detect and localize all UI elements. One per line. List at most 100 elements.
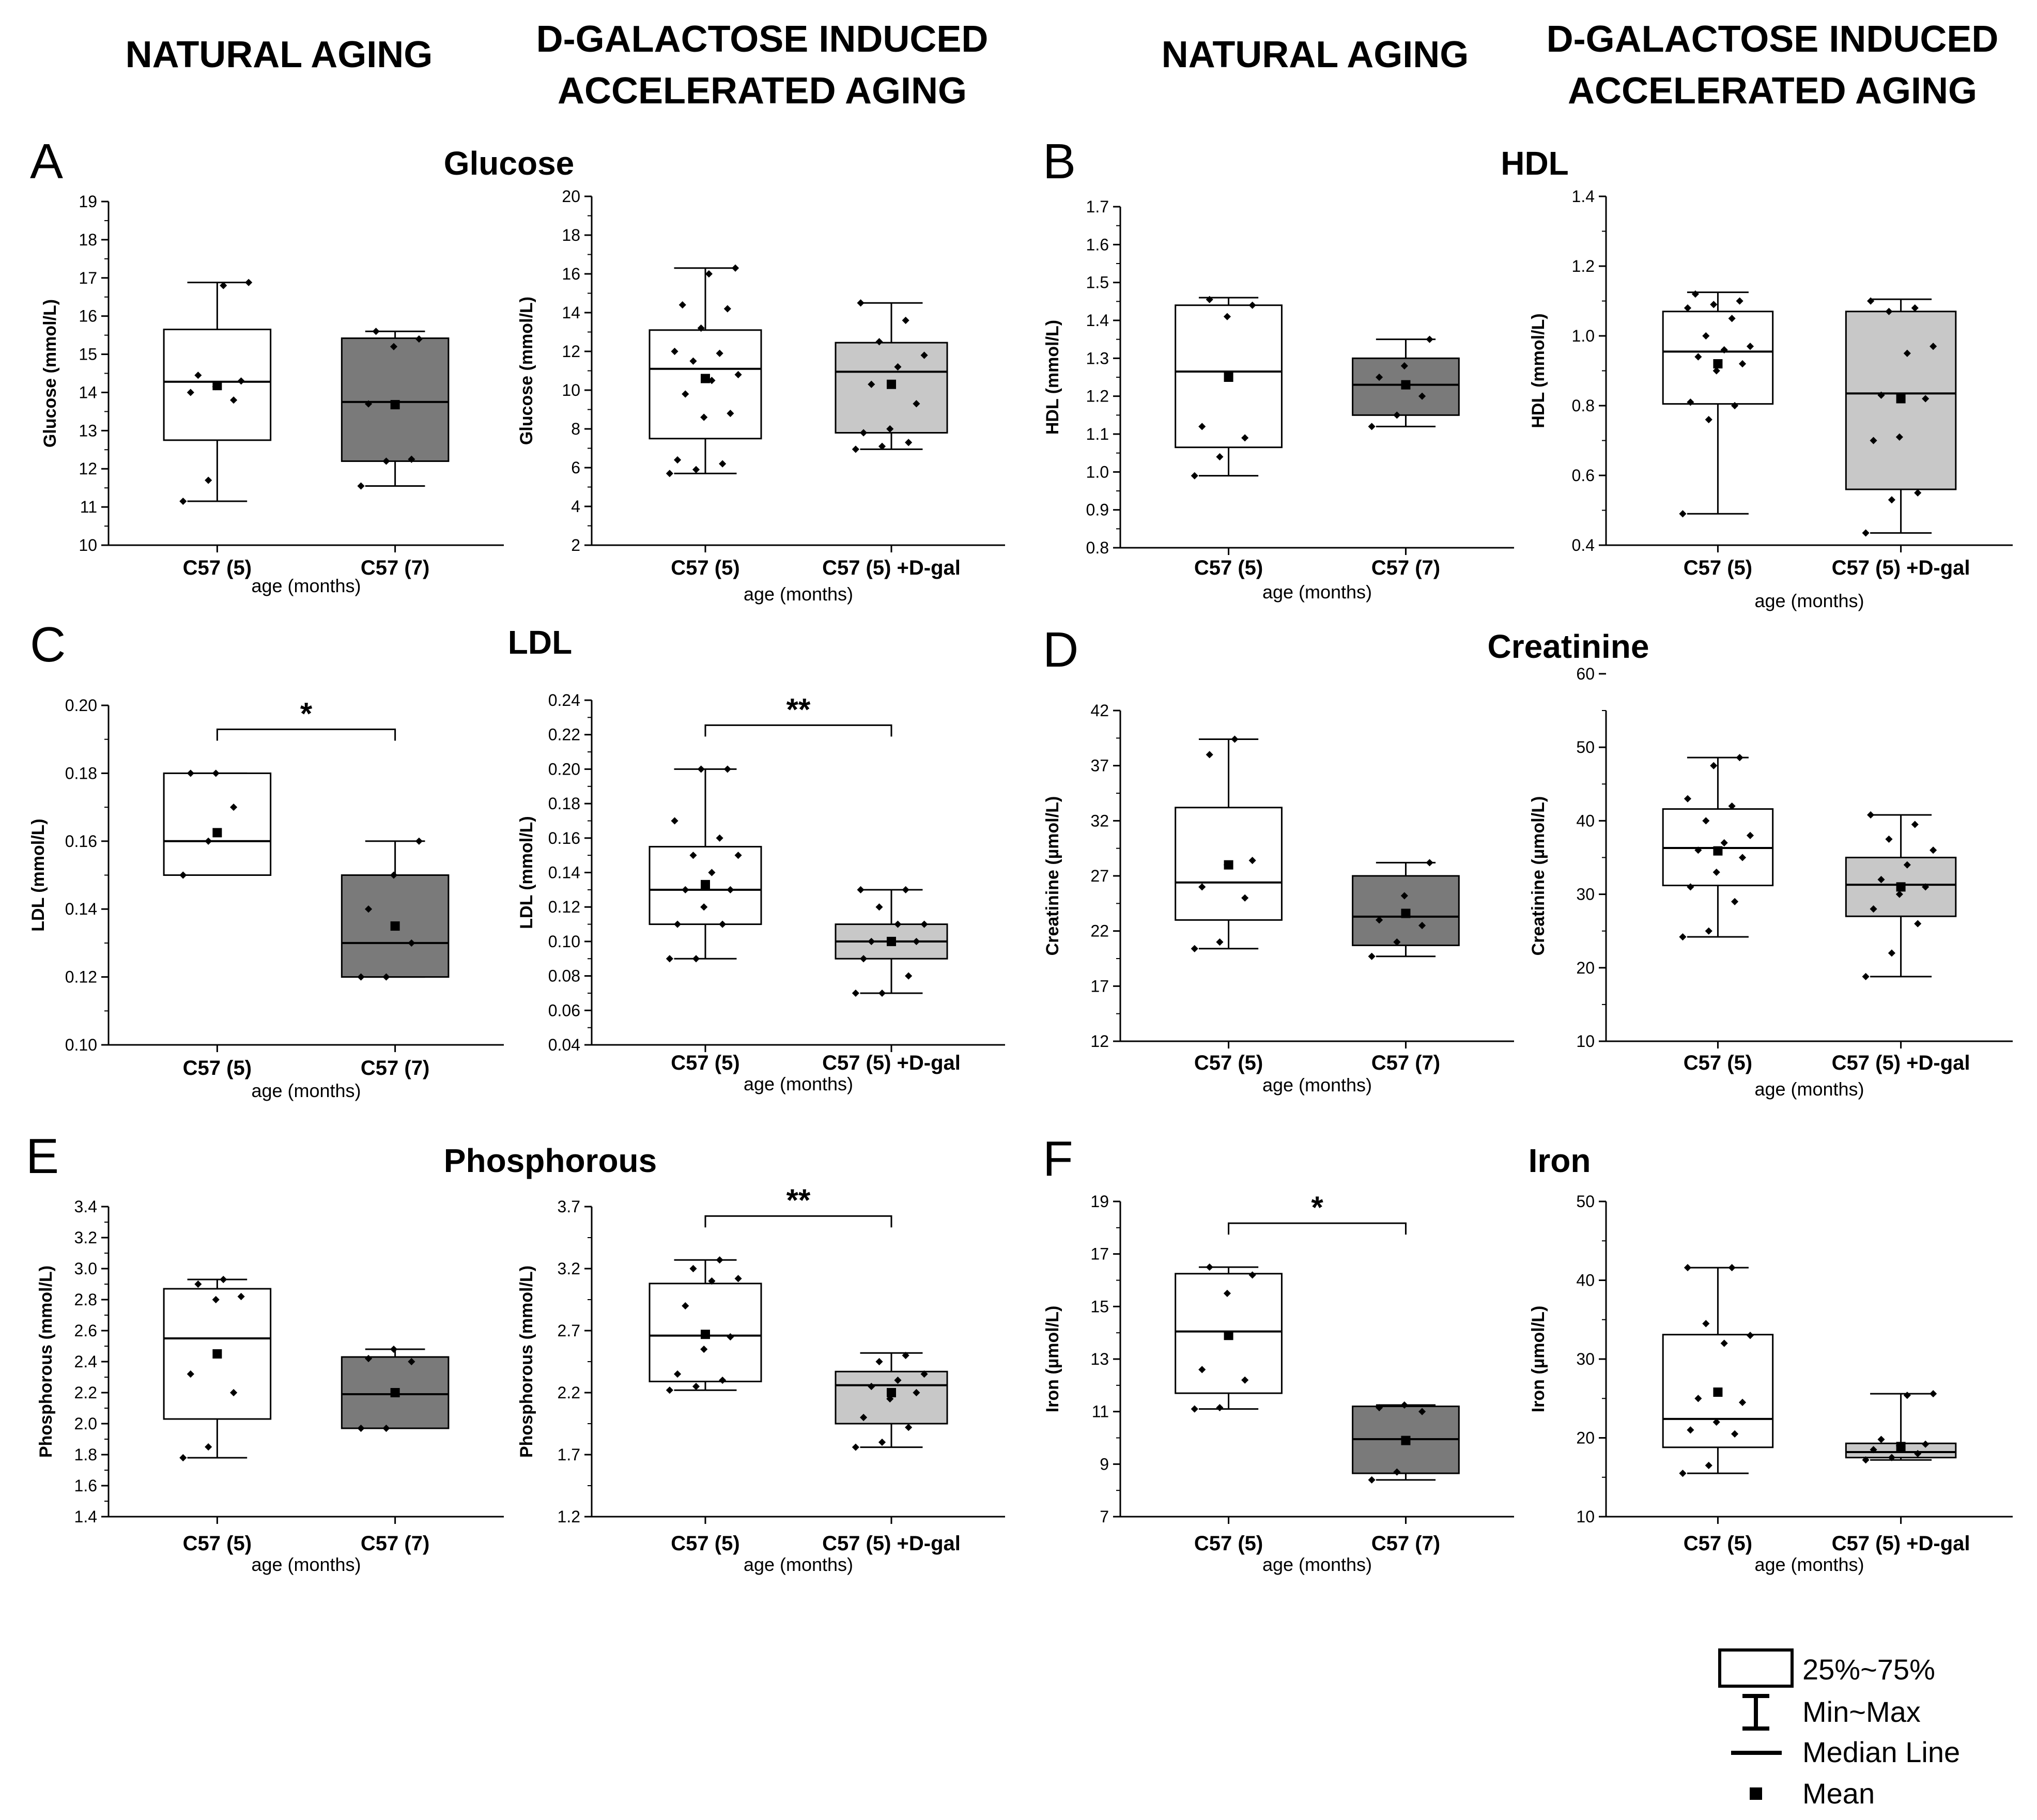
data-point bbox=[1930, 1390, 1937, 1398]
x-category-label: C57 (5) bbox=[1684, 1532, 1752, 1555]
data-point bbox=[727, 409, 734, 418]
mean-marker bbox=[1896, 1442, 1906, 1452]
y-tick-label: 1.0 bbox=[1572, 327, 1595, 345]
data-point bbox=[674, 456, 682, 464]
data-point bbox=[1702, 1320, 1710, 1328]
y-tick-label: 0.08 bbox=[548, 967, 580, 985]
y-tick-label: 0.8 bbox=[1086, 538, 1109, 557]
box-treatment bbox=[1845, 811, 1957, 980]
data-point bbox=[1191, 945, 1198, 952]
data-point bbox=[205, 837, 212, 845]
y-tick-label: 20 bbox=[562, 187, 580, 206]
x-category-label: C57 (5) +D-gal bbox=[1832, 1052, 1970, 1074]
x-category-label: C57 (5) +D-gal bbox=[1832, 557, 1970, 579]
y-tick-label: 2.0 bbox=[74, 1414, 97, 1433]
x-category-label: C57 (5) bbox=[183, 1532, 252, 1555]
data-point bbox=[372, 328, 380, 335]
legend-whisker-swatch bbox=[1742, 1694, 1769, 1731]
y-tick-label: 10 bbox=[1576, 1507, 1595, 1526]
x-category-label: C57 (5) bbox=[1194, 557, 1263, 579]
x-category-label: C57 (7) bbox=[361, 1532, 429, 1555]
data-point bbox=[920, 920, 928, 928]
mean-marker bbox=[887, 1388, 896, 1397]
y-tick-label: 1.2 bbox=[558, 1507, 580, 1526]
y-tick-label: 0.06 bbox=[548, 1001, 580, 1020]
data-point bbox=[1903, 1392, 1911, 1399]
y-axis-label: Iron (µmol/L) bbox=[1043, 1306, 1062, 1413]
x-axis-label: age (months) bbox=[251, 1080, 361, 1101]
y-tick-label: 2.8 bbox=[74, 1290, 97, 1309]
data-point bbox=[390, 343, 398, 350]
data-point bbox=[390, 871, 398, 879]
data-point bbox=[408, 455, 415, 463]
y-tick-label: 1.1 bbox=[1086, 425, 1109, 443]
box-treatment bbox=[341, 328, 450, 490]
data-point bbox=[716, 349, 723, 357]
box-control bbox=[1175, 1263, 1283, 1413]
y-tick-label: 0.20 bbox=[548, 760, 580, 778]
y-tick-label: 3.2 bbox=[74, 1228, 97, 1247]
box-treatment bbox=[1352, 335, 1460, 430]
data-point bbox=[678, 301, 686, 309]
y-tick-label: 3.2 bbox=[558, 1259, 580, 1278]
data-point bbox=[905, 972, 913, 980]
mean-marker bbox=[1401, 380, 1411, 390]
x-category-label: C57 (5) +D-gal bbox=[822, 1532, 961, 1555]
data-point bbox=[1888, 949, 1895, 957]
y-tick-label: 0.04 bbox=[548, 1036, 580, 1054]
data-point bbox=[689, 357, 697, 365]
mean-marker bbox=[212, 1349, 222, 1359]
data-point bbox=[913, 937, 920, 945]
data-point bbox=[245, 279, 253, 286]
data-point bbox=[692, 1382, 700, 1391]
data-point bbox=[1710, 762, 1718, 769]
data-point bbox=[875, 1358, 883, 1366]
x-axis-label: age (months) bbox=[1754, 1554, 1864, 1575]
data-point bbox=[1206, 1263, 1213, 1271]
data-point bbox=[1911, 821, 1919, 828]
iqr-box bbox=[341, 337, 450, 462]
y-tick-label: 0.22 bbox=[548, 726, 580, 744]
data-point bbox=[1368, 1476, 1376, 1484]
y-tick-label: 37 bbox=[1090, 757, 1109, 775]
data-point bbox=[723, 765, 731, 773]
data-point bbox=[902, 316, 909, 325]
box-treatment bbox=[1352, 859, 1460, 960]
x-category-label: C57 (5) bbox=[671, 1052, 739, 1074]
header-dgal-right-line1: D-GALACTOSE INDUCED bbox=[1547, 19, 1999, 60]
y-tick-label: 42 bbox=[1090, 701, 1109, 720]
data-point bbox=[692, 466, 700, 473]
data-point bbox=[230, 396, 238, 404]
header-dgal-right-line2: ACCELERATED AGING bbox=[1568, 70, 1977, 112]
y-tick-label: 40 bbox=[1576, 811, 1595, 830]
y-tick-label: 0.18 bbox=[548, 794, 580, 813]
data-point bbox=[875, 903, 883, 911]
box-control bbox=[1175, 296, 1283, 480]
y-tick-label: 2.4 bbox=[74, 1352, 97, 1371]
data-point bbox=[1368, 423, 1376, 430]
data-point bbox=[220, 1275, 227, 1284]
data-point bbox=[364, 905, 373, 913]
y-tick-label: 20 bbox=[1576, 959, 1595, 977]
x-category-label: C57 (5) bbox=[671, 1532, 739, 1555]
data-point bbox=[719, 920, 727, 928]
y-tick-label: 20 bbox=[1576, 1429, 1595, 1447]
y-tick-label: 19 bbox=[1090, 1192, 1109, 1211]
x-category-label: C57 (5) bbox=[183, 1057, 252, 1079]
data-point bbox=[1426, 859, 1433, 867]
box-control bbox=[1662, 290, 1774, 518]
y-tick-label: 1.5 bbox=[1086, 273, 1109, 292]
x-category-label: C57 (5) bbox=[1194, 1532, 1263, 1555]
data-point bbox=[700, 413, 708, 421]
y-tick-label: 0.9 bbox=[1086, 501, 1109, 519]
x-axis-label: age (months) bbox=[251, 1554, 361, 1575]
panel-letter-d: D bbox=[1043, 622, 1078, 677]
y-tick-label: 13 bbox=[1090, 1350, 1109, 1368]
x-axis-label: age (months) bbox=[251, 575, 361, 596]
data-point bbox=[1710, 301, 1718, 309]
data-point bbox=[697, 324, 705, 332]
y-tick-label: 0.20 bbox=[65, 696, 97, 715]
data-point bbox=[194, 1280, 202, 1288]
box-treatment bbox=[835, 886, 948, 997]
y-tick-label: 1.4 bbox=[74, 1507, 97, 1526]
